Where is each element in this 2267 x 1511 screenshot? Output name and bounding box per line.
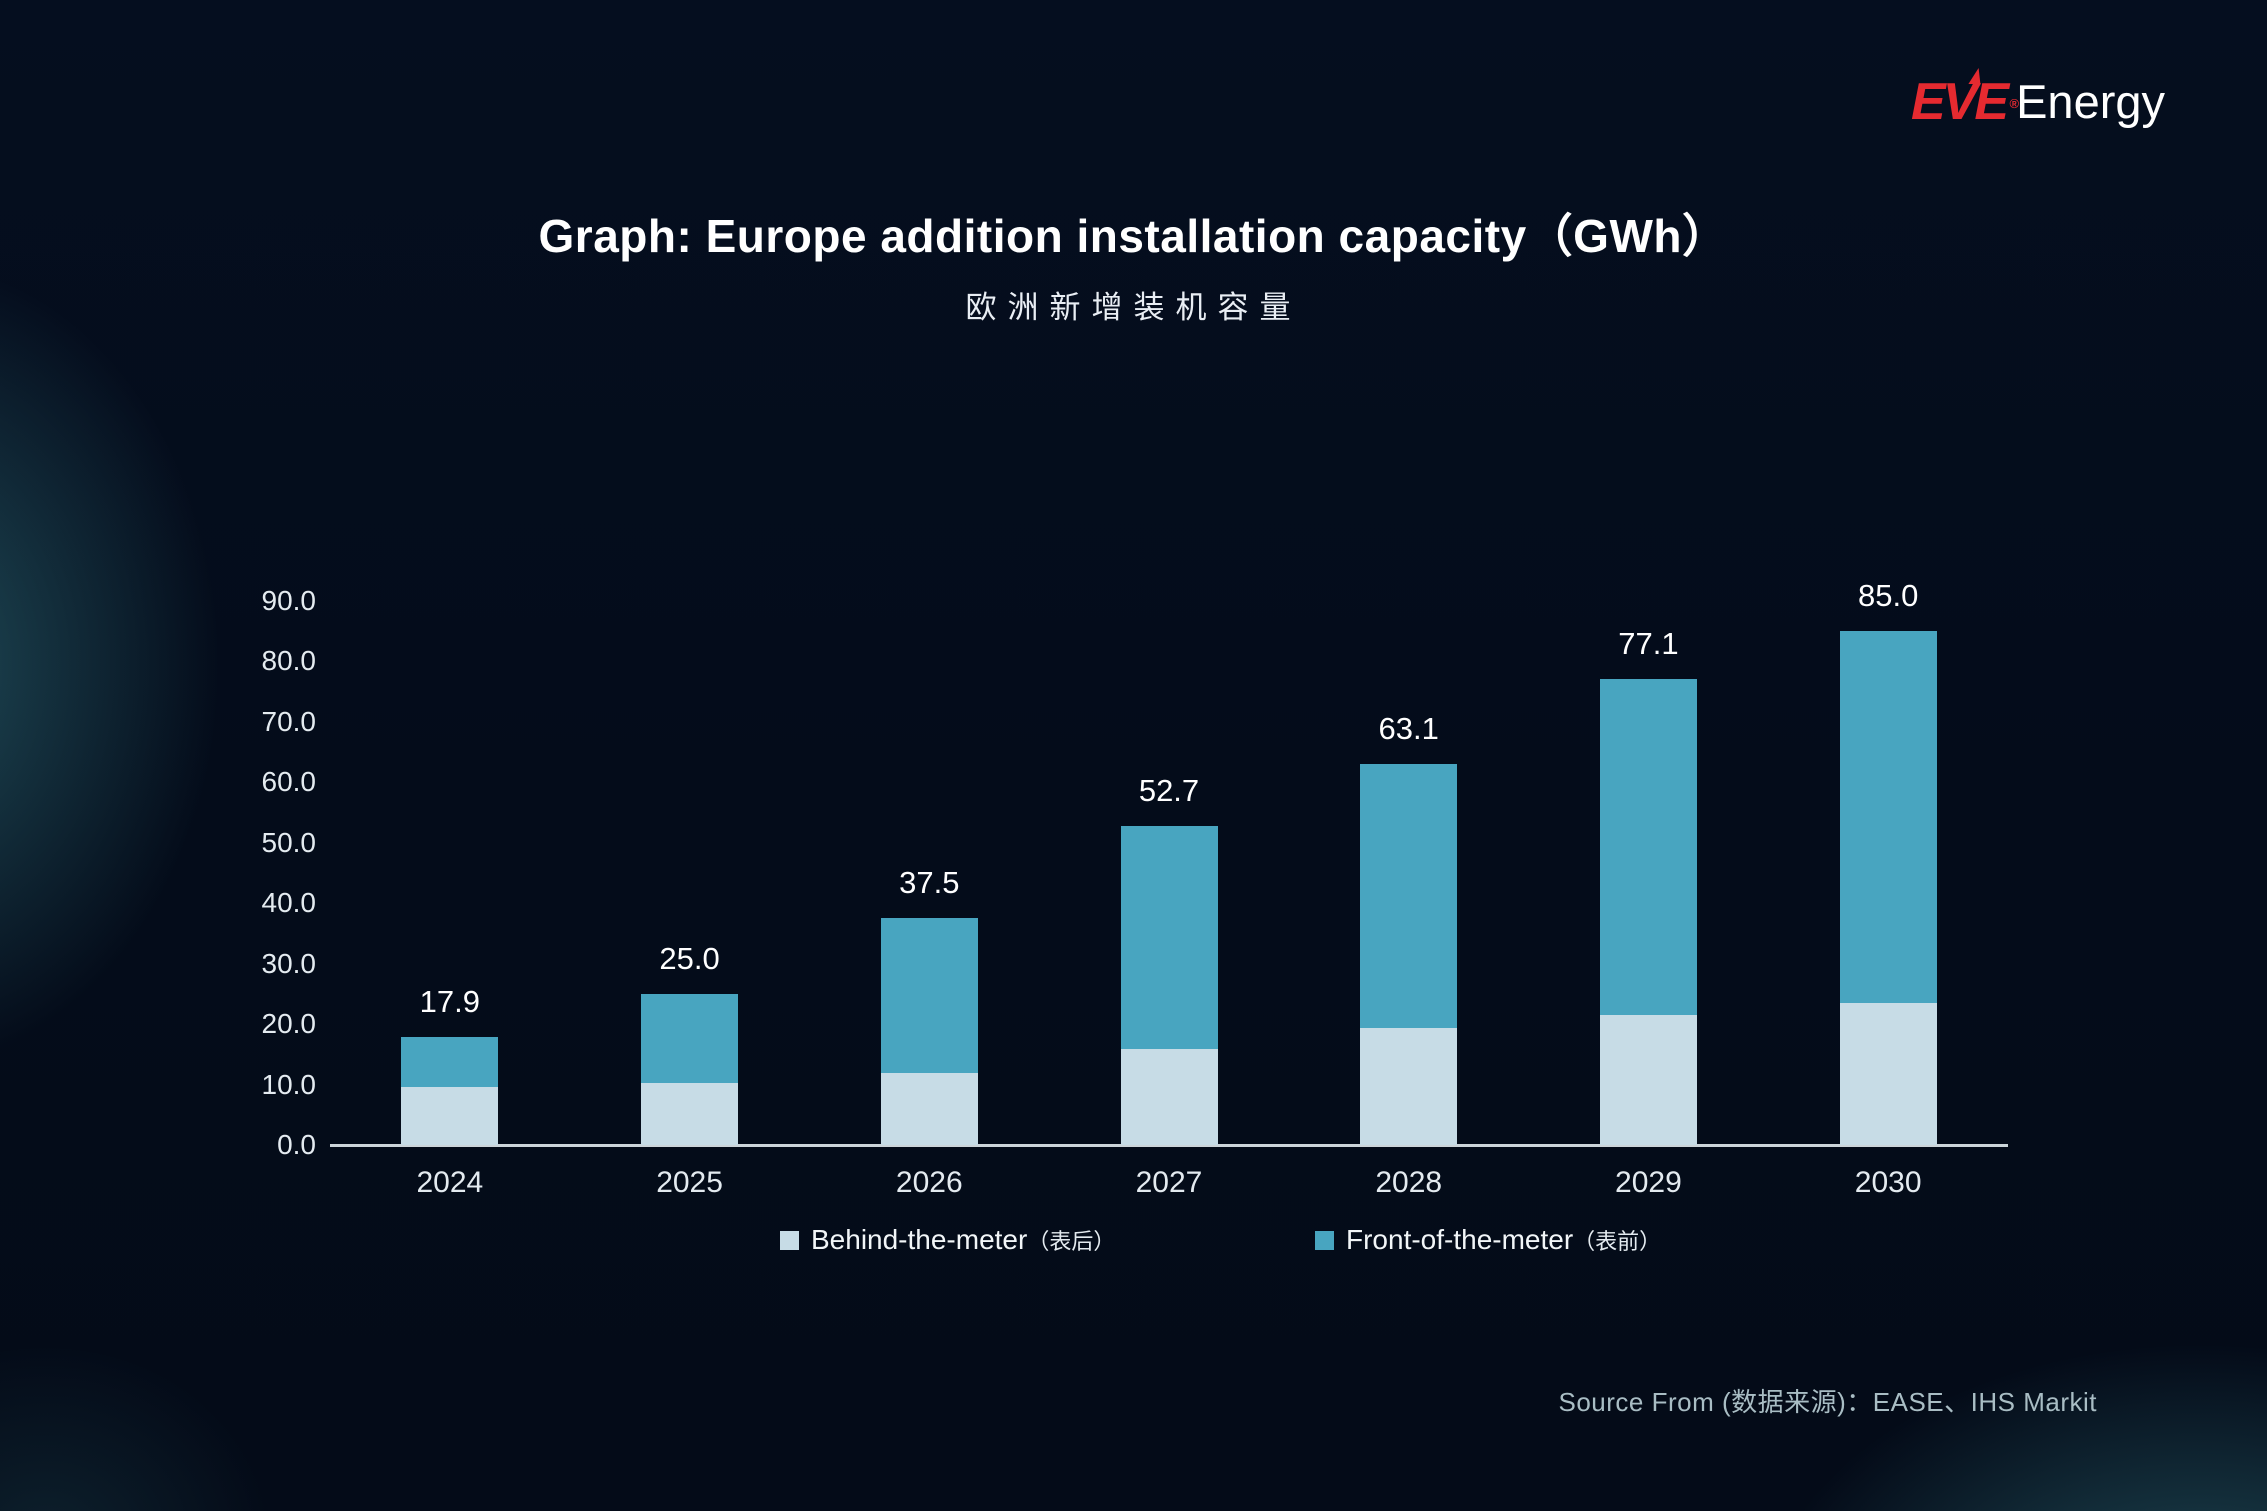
bar-segment-front-of-the-meter-2024 <box>401 1036 499 1087</box>
logo-eve-text: EVE <box>1911 73 2009 131</box>
y-axis-tick-label: 40.0 <box>261 887 317 919</box>
x-axis-tick-label-2030: 2030 <box>1854 1166 1922 1199</box>
legend-label-zh: （表后） <box>1027 1229 1116 1254</box>
bar-total-label-2026: 37.5 <box>899 865 960 901</box>
bar-segment-front-of-the-meter-2028 <box>1360 763 1458 1028</box>
bar-segment-front-of-the-meter-2030 <box>1839 631 1937 1003</box>
bar-total-label-2030: 85.0 <box>1857 578 1919 614</box>
logo-brand-text: EVE ® <box>1911 68 2019 132</box>
bar-segment-behind-the-meter-2024 <box>401 1086 499 1145</box>
x-axis-tick-label-2024: 2024 <box>416 1166 484 1199</box>
bar-segment-behind-the-meter-2028 <box>1360 1027 1458 1145</box>
bar-segment-behind-the-meter-2027 <box>1120 1049 1218 1145</box>
bar-total-label-2028: 63.1 <box>1378 710 1439 746</box>
x-axis-tick-label-2028: 2028 <box>1375 1166 1443 1199</box>
registered-mark: ® <box>2009 96 2018 111</box>
bar-total-label-2029: 77.1 <box>1618 625 1679 661</box>
source-note: Source From (数据来源)：EASE、IHS Markit <box>1558 1387 2097 1417</box>
y-axis-tick-label: 60.0 <box>261 766 317 798</box>
bar-segment-behind-the-meter-2026 <box>880 1073 978 1145</box>
bar-total-label-2025: 25.0 <box>659 940 720 976</box>
legend-label-zh: （表前） <box>1573 1229 1662 1254</box>
x-axis-line <box>330 1144 2008 1147</box>
legend-label: Behind-the-meter（表后） <box>811 1224 1115 1256</box>
y-axis-tick-label: 50.0 <box>261 826 317 858</box>
legend-label-en: Front-of-the-meter <box>1346 1224 1574 1255</box>
x-axis-tick-label-2026: 2026 <box>895 1166 963 1199</box>
bar-segment-front-of-the-meter-2026 <box>880 918 978 1074</box>
legend-item-behind-the-meter: Behind-the-meter（表后） <box>780 1222 1115 1258</box>
legend-swatch-front <box>1315 1230 1334 1250</box>
y-axis-tick-label: 0.0 <box>277 1129 316 1160</box>
bar-segment-front-of-the-meter-2025 <box>641 993 739 1083</box>
bar-segment-front-of-the-meter-2027 <box>1120 826 1218 1050</box>
y-axis-tick-label: 20.0 <box>261 1008 317 1040</box>
y-axis-tick-label: 30.0 <box>261 947 317 979</box>
bar-segment-behind-the-meter-2025 <box>641 1082 739 1145</box>
bar-segment-front-of-the-meter-2029 <box>1599 678 1697 1016</box>
bar-total-label-2027: 52.7 <box>1138 773 1200 809</box>
x-axis-tick-label-2027: 2027 <box>1135 1166 1203 1199</box>
y-axis-tick-label: 70.0 <box>261 705 317 737</box>
eve-energy-logo: EVE ® Energy <box>1911 68 2165 132</box>
legend-label: Front-of-the-meter（表前） <box>1346 1224 1661 1256</box>
bar-segment-behind-the-meter-2029 <box>1599 1015 1697 1145</box>
chart-legend: Behind-the-meter（表后） Front-of-the-meter（… <box>0 1222 2267 1258</box>
legend-swatch-behind <box>780 1230 799 1250</box>
chart-subtitle-chinese: 欧洲新增装机容量 <box>965 290 1302 325</box>
chart-title: Graph: Europe addition installation capa… <box>538 210 1729 262</box>
x-axis-tick-label-2029: 2029 <box>1615 1166 1682 1199</box>
logo-energy-text: Energy <box>2016 75 2165 128</box>
legend-label-en: Behind-the-meter <box>811 1224 1028 1255</box>
legend-item-front-of-the-meter: Front-of-the-meter（表前） <box>1315 1222 1661 1258</box>
bar-segment-behind-the-meter-2030 <box>1839 1002 1937 1145</box>
x-axis-tick-label-2025: 2025 <box>656 1166 723 1199</box>
y-axis-tick-label: 90.0 <box>261 585 317 616</box>
y-axis-tick-label: 10.0 <box>261 1068 317 1100</box>
bar-total-label-2024: 17.9 <box>419 983 481 1019</box>
y-axis-tick-label: 80.0 <box>261 645 317 677</box>
